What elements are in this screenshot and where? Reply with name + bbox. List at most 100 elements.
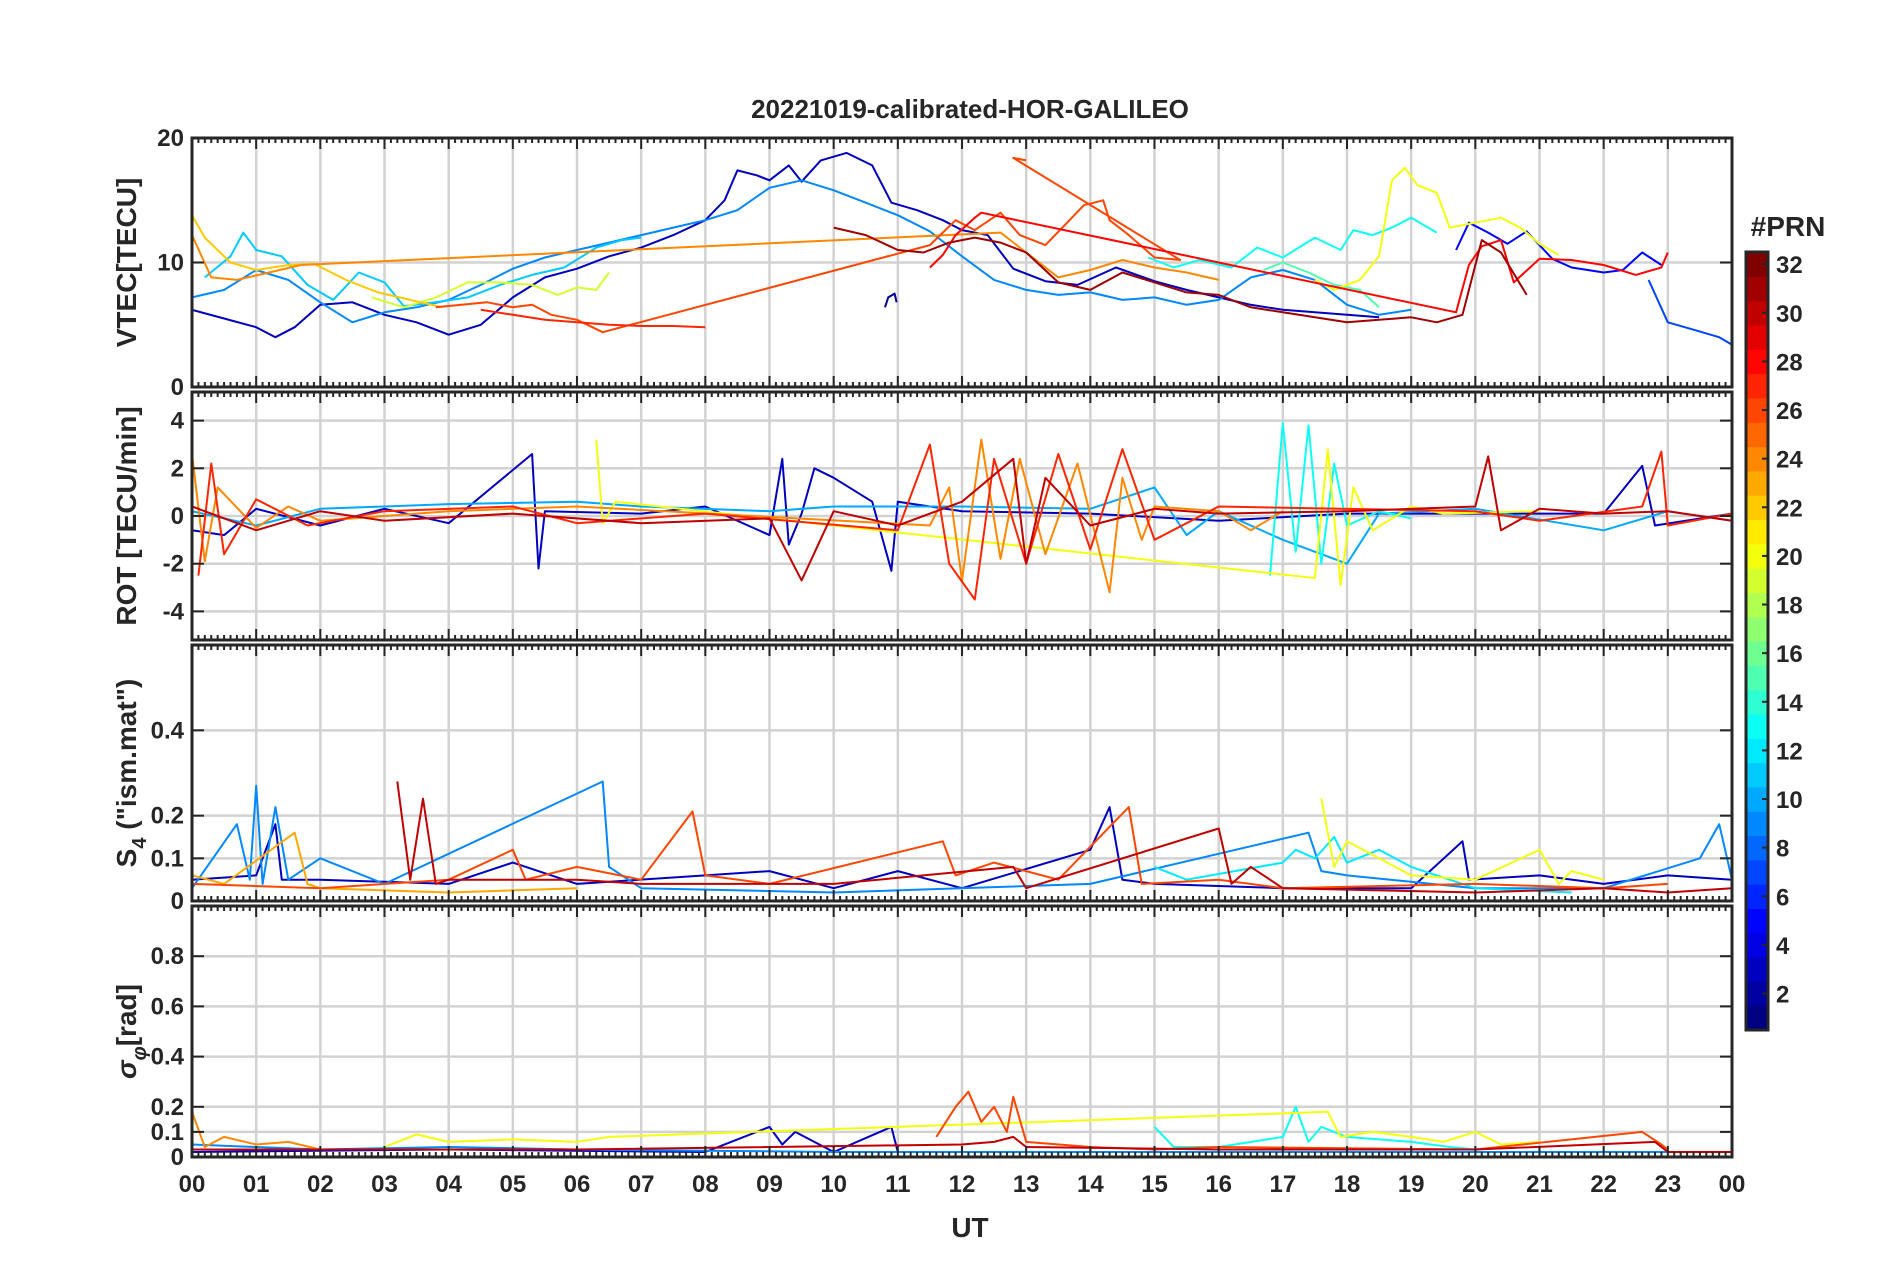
panel-vtec: 0 10 20 VTEC[TECU] <box>111 125 1734 401</box>
panel-sigma: 00.10.2 0.4 0.6 0.8σφ[rad] <box>111 904 1734 1171</box>
colorbar-swatch <box>1746 543 1768 569</box>
colorbar-swatch <box>1746 470 1768 496</box>
colorbar-swatch <box>1746 957 1768 982</box>
series-line-prn-20 <box>1320 798 1604 885</box>
y-tick-label: 0.8 <box>151 943 184 970</box>
x-tick-label: 22 <box>1590 1171 1617 1198</box>
series-line-prn-27 <box>480 308 706 329</box>
x-tick-label: 07 <box>628 1171 655 1198</box>
series-group <box>192 780 1732 894</box>
colorbar-swatch <box>1746 932 1768 958</box>
colorbar-swatch <box>1746 568 1768 593</box>
colorbar-tick-label: 24 <box>1776 447 1803 474</box>
colorbar-swatch <box>1746 713 1768 739</box>
y-tick-label: 0.2 <box>151 803 184 830</box>
x-tick-label: 19 <box>1398 1171 1425 1198</box>
colorbar-swatch <box>1746 738 1768 764</box>
colorbar-tick-label: 4 <box>1776 933 1790 960</box>
y-tick-label: 0.4 <box>151 1044 185 1071</box>
x-tick-label: 04 <box>435 1171 462 1198</box>
x-tick-label: 03 <box>371 1171 398 1198</box>
series-line-prn-13 <box>1147 216 1438 269</box>
x-tick-label: 12 <box>949 1171 976 1198</box>
colorbar-swatch <box>1746 592 1768 618</box>
colorbar-swatch <box>1746 762 1768 788</box>
colorbar-tick-label: 6 <box>1776 884 1789 911</box>
x-tick-label: 21 <box>1526 1171 1553 1198</box>
colorbar-frame <box>1744 250 1770 1032</box>
colorbar-label: #PRN <box>1751 211 1826 242</box>
colorbar-tick-label: 32 <box>1776 252 1803 279</box>
y-tick-label: 0 <box>171 888 184 915</box>
series-line-prn-27 <box>197 443 1732 601</box>
x-tick-label: 11 <box>885 1171 910 1198</box>
colorbar-swatch <box>1746 859 1768 885</box>
x-tick-label: 14 <box>1077 1171 1104 1198</box>
colorbar-swatch <box>1746 908 1768 934</box>
axes-frame <box>190 904 1734 1159</box>
x-axis-label: UT <box>951 1212 988 1243</box>
series-group <box>192 151 1732 346</box>
colorbar-tick-label: 8 <box>1776 836 1789 863</box>
y-tick-label: 0.1 <box>151 845 184 872</box>
y-tick-label: 0.4 <box>151 717 185 744</box>
x-tick-labels: 00 01 02 03 04 05 06 07 08 09 10 11 12 13 14 15 16 17 18 19… <box>179 1171 1746 1198</box>
y-axis-label: VTEC[TECU] <box>111 178 142 348</box>
colorbar-swatch <box>1746 300 1768 326</box>
x-tick-label: 15 <box>1141 1171 1168 1198</box>
y-tick-label: 0.2 <box>151 1094 184 1121</box>
colorbar-swatch <box>1746 397 1768 423</box>
axes-frame <box>190 136 1734 389</box>
colorbar-swatch <box>1746 665 1768 691</box>
colorbar-tick-label: 10 <box>1776 787 1803 814</box>
colorbar-swatch <box>1746 884 1768 910</box>
y-tick-label: 0.6 <box>151 993 184 1020</box>
x-tick-label: 09 <box>756 1171 783 1198</box>
series-line-prn-30 <box>192 455 1732 582</box>
colorbar-tick-label: 26 <box>1776 398 1803 425</box>
y-tick-label: 4 <box>171 408 185 435</box>
x-tick-label: 17 <box>1269 1171 1296 1198</box>
y-tick-label: 0 <box>171 1144 184 1171</box>
series-line-prn-2 <box>884 292 898 308</box>
colorbar-tick-label: 20 <box>1776 544 1803 571</box>
x-tick-label: 06 <box>564 1171 591 1198</box>
series-line-prn-26 <box>935 1090 1669 1151</box>
y-tick-label: 2 <box>171 455 184 482</box>
colorbar-swatch <box>1746 981 1768 1007</box>
x-tick-label: 02 <box>307 1171 334 1198</box>
x-tick-label: 16 <box>1205 1171 1232 1198</box>
axes-frame <box>190 390 1734 642</box>
panel-s4: 0 0.1 0.2 0.4S4 ("ism.mat") <box>111 643 1734 915</box>
colorbar-swatch <box>1746 616 1768 642</box>
colorbar-swatch <box>1746 446 1768 472</box>
series-line-prn-24 <box>192 438 1284 594</box>
colorbar-swatch <box>1746 373 1768 399</box>
series-line-prn-13 <box>1269 422 1412 576</box>
series-line-prn-28 <box>929 211 1669 314</box>
colorbar-swatch <box>1746 252 1768 277</box>
x-tick-label: 20 <box>1462 1171 1489 1198</box>
y-tick-label: 0 <box>171 374 184 401</box>
colorbar-swatch <box>1746 349 1768 375</box>
x-tick-label: 00 <box>1719 1171 1746 1198</box>
series-line-prn-9 <box>192 780 1732 894</box>
colorbar-swatch <box>1746 519 1768 545</box>
colorbar-tick-label: 2 <box>1776 982 1789 1009</box>
x-tick-label: 13 <box>1013 1171 1040 1198</box>
axes-frame <box>190 643 1734 903</box>
series-line-prn-7 <box>1647 279 1732 346</box>
panel-rot: -4 -2 0 2 4 ROT [TECU/min] <box>111 390 1734 642</box>
colorbar-swatch <box>1746 689 1768 715</box>
series-line-prn-30 <box>396 781 1732 894</box>
y-axis-label: σφ[rad] <box>111 984 151 1079</box>
x-tick-label: 23 <box>1654 1171 1681 1198</box>
colorbar-swatch <box>1746 811 1768 837</box>
series-line-prn-26 <box>435 156 1182 334</box>
colorbar-tick-label: 14 <box>1776 690 1803 717</box>
colorbar-swatch <box>1746 641 1768 666</box>
series-line-prn-20 <box>384 1110 1540 1148</box>
x-tick-label: 05 <box>499 1171 526 1198</box>
